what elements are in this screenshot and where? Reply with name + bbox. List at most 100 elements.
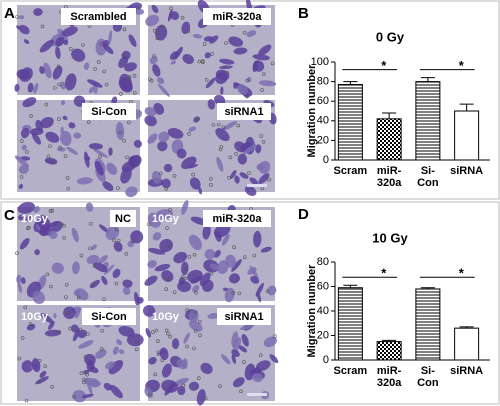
cell: [40, 313, 54, 324]
cell: [87, 79, 103, 88]
y-tick-label: 20: [317, 134, 329, 146]
x-tick-label: Scram: [334, 365, 368, 377]
bar-chart: D 10 Gy Migration number 0 20 40 60 80 Scram miR-…: [298, 206, 490, 389]
pore: [193, 329, 198, 333]
pore: [154, 328, 159, 333]
error-bar: [343, 284, 358, 288]
cell: [18, 15, 25, 20]
cell: [167, 127, 184, 139]
cell: [244, 185, 257, 197]
pore: [152, 54, 156, 58]
pore: [49, 284, 53, 289]
scale-bar: [247, 184, 267, 187]
bar: [376, 341, 402, 361]
cell: [83, 62, 90, 70]
x-tick-label: miR-: [377, 365, 402, 377]
cell: [44, 329, 62, 337]
pore: [86, 332, 90, 336]
cell: [260, 246, 272, 253]
cell: [253, 230, 262, 248]
pore: [191, 172, 195, 177]
pore: [17, 356, 22, 361]
pore: [243, 255, 247, 260]
significance-label: *: [459, 266, 465, 281]
pore: [168, 334, 173, 339]
pore: [57, 117, 61, 121]
cell: [159, 238, 173, 253]
cell: [161, 178, 171, 189]
cell: [34, 249, 40, 256]
cell: [26, 323, 36, 331]
cell: [239, 172, 249, 179]
cell: [60, 100, 66, 106]
label-box: [82, 308, 136, 325]
pore: [134, 347, 139, 352]
pore: [267, 177, 271, 182]
pore: [125, 155, 129, 160]
cell: [204, 52, 211, 59]
cell: [219, 58, 235, 65]
pore: [44, 102, 49, 107]
pore: [180, 15, 185, 20]
cell: [32, 290, 45, 304]
pore: [210, 52, 214, 56]
x-tick-label: Si-: [421, 365, 435, 377]
cell: [144, 275, 158, 286]
pore: [29, 113, 33, 118]
cell: [171, 338, 180, 350]
cell: [222, 121, 238, 131]
cell: [62, 115, 68, 121]
scale-bar: [247, 393, 267, 396]
micrograph: siRNA1 10Gy: [142, 305, 279, 406]
cell: [188, 381, 200, 391]
pore: [127, 75, 132, 79]
pore: [218, 147, 223, 152]
x-tick-label: siRNA: [450, 165, 483, 177]
cell: [221, 234, 230, 246]
cell: [192, 34, 203, 39]
image-label: siRNA1: [224, 311, 263, 323]
cell: [203, 36, 214, 42]
pore: [124, 252, 129, 256]
cell: [217, 260, 229, 275]
pore: [27, 225, 31, 230]
cell: [51, 262, 64, 274]
cell: [43, 62, 52, 79]
pore: [169, 6, 173, 11]
cell: [63, 39, 69, 46]
cell: [93, 262, 108, 273]
pore: [239, 389, 243, 394]
cell: [241, 333, 249, 347]
pore: [187, 255, 192, 259]
pore: [270, 61, 275, 66]
pore: [209, 177, 213, 181]
cell: [57, 147, 66, 152]
cell: [215, 72, 228, 85]
cell: [76, 177, 93, 185]
cell: [219, 65, 233, 70]
cell: [256, 165, 266, 170]
cell: [60, 130, 72, 146]
image-label: siRNA1: [224, 106, 263, 118]
cell: [155, 209, 173, 220]
pore: [28, 322, 33, 326]
pore: [90, 283, 95, 287]
cell: [258, 173, 270, 185]
pore: [83, 354, 88, 359]
cell: [200, 362, 213, 374]
cell: [242, 144, 257, 155]
image-label: Si-Con: [91, 311, 127, 323]
pore: [198, 319, 202, 324]
cell: [209, 35, 219, 44]
bar: [337, 287, 363, 361]
cell: [246, 76, 252, 83]
pore: [81, 380, 86, 385]
cell: [188, 126, 197, 132]
pore: [247, 171, 251, 175]
cell: [60, 126, 64, 134]
cell: [258, 44, 272, 56]
pore: [20, 139, 24, 143]
pore: [183, 276, 188, 281]
micrograph: NC 10Gy: [15, 201, 144, 307]
pore: [194, 290, 198, 295]
